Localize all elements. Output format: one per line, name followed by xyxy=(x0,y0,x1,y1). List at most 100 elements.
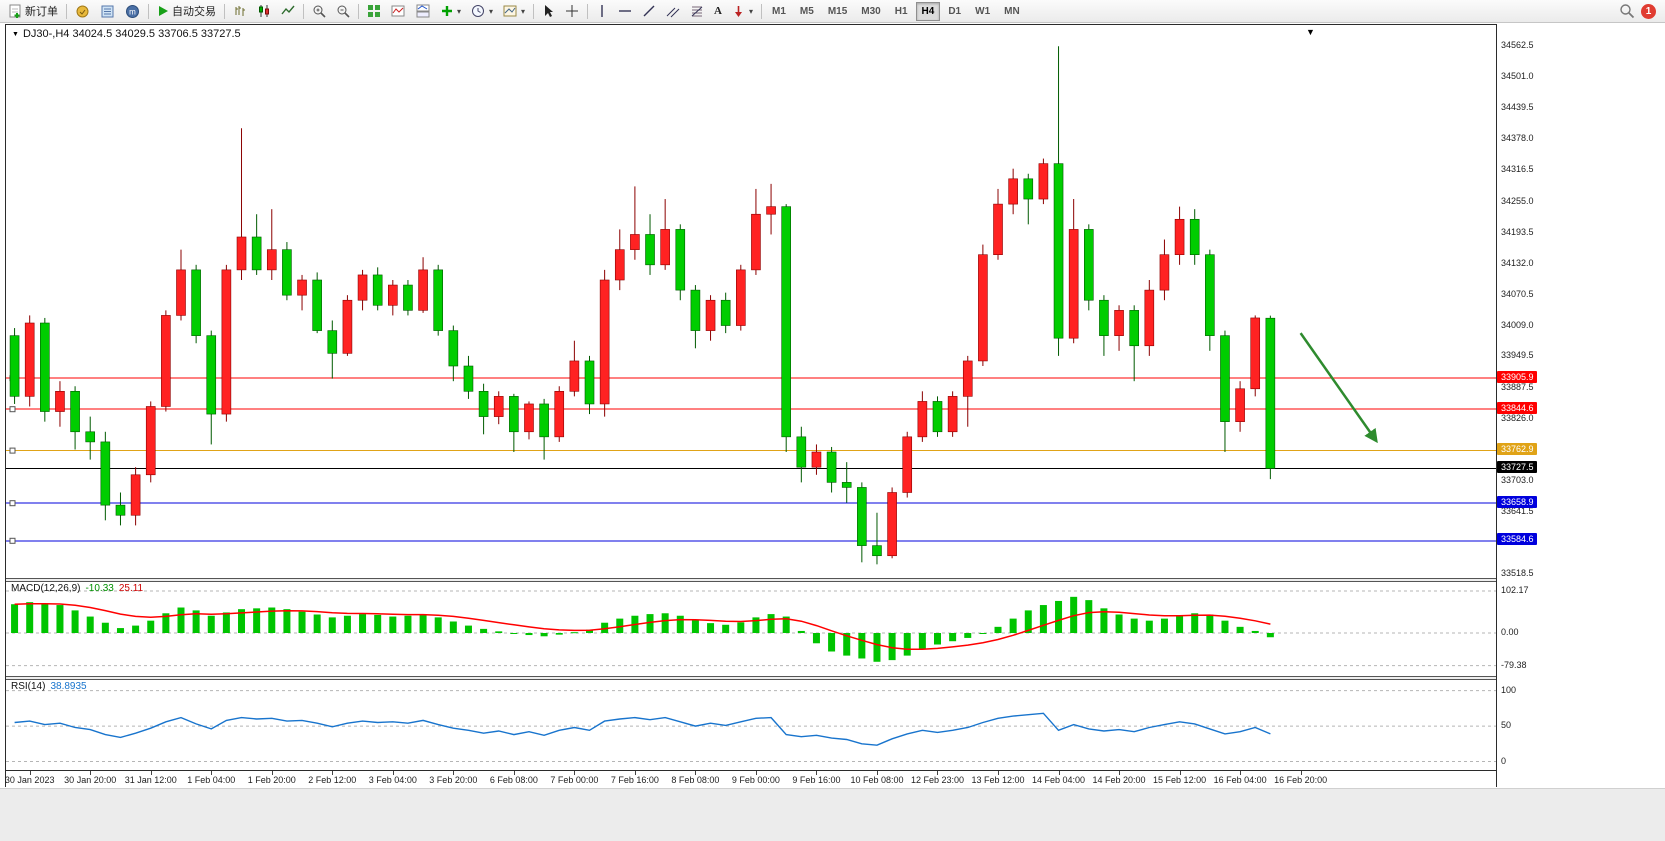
price-axis-label: 34316.5 xyxy=(1501,164,1534,174)
chart-title: ▼ DJ30-,H4 34024.5 34029.5 33706.5 33727… xyxy=(12,28,241,40)
indicator-windows-button[interactable] xyxy=(411,1,436,22)
template-icon xyxy=(503,4,517,18)
candle-body xyxy=(812,452,821,467)
timeframe-d1[interactable]: D1 xyxy=(942,2,967,21)
data-window-button[interactable] xyxy=(95,1,120,22)
candle-body xyxy=(434,270,443,331)
timeframe-mn[interactable]: MN xyxy=(998,2,1026,21)
candle-body xyxy=(827,452,836,482)
chevron-down-icon: ▾ xyxy=(521,7,525,16)
vertical-line-button[interactable] xyxy=(591,1,613,22)
channel-icon xyxy=(666,4,680,18)
arrow-label-icon xyxy=(732,4,745,18)
candlestick-chart-button[interactable] xyxy=(252,1,276,22)
timeframe-m15[interactable]: M15 xyxy=(822,2,853,21)
candle-body xyxy=(570,361,579,391)
trendline-button[interactable] xyxy=(637,1,661,22)
time-axis-label: 13 Feb 12:00 xyxy=(971,775,1024,785)
zoom-out-icon xyxy=(336,4,350,18)
data-window-icon xyxy=(100,4,115,19)
candle-body xyxy=(540,404,549,437)
notification-badge[interactable]: 1 xyxy=(1641,4,1656,19)
timeframe-h1[interactable]: H1 xyxy=(889,2,914,21)
price-axis-label: 33703.0 xyxy=(1501,475,1534,485)
candle-body xyxy=(403,285,412,310)
price-axis-label: 33887.5 xyxy=(1501,382,1534,392)
search-icon[interactable] xyxy=(1619,3,1635,19)
fibonacci-icon xyxy=(690,4,704,18)
timeframe-w1[interactable]: W1 xyxy=(969,2,996,21)
candle-body xyxy=(585,361,594,404)
indicator-windows-icon xyxy=(416,4,431,18)
candle-body xyxy=(1069,229,1078,338)
candle-body xyxy=(298,280,307,295)
new-order-button[interactable]: 新订单 xyxy=(3,1,63,22)
candle-body xyxy=(252,237,261,270)
chart-dropdown-marker-icon[interactable]: ▼ xyxy=(1306,27,1315,37)
price-chart-pane[interactable] xyxy=(6,25,1496,578)
line-handle[interactable] xyxy=(10,407,15,412)
market-watch-button[interactable] xyxy=(70,1,95,22)
zoom-out-button[interactable] xyxy=(331,1,355,22)
text-tool-button[interactable]: A xyxy=(709,1,727,22)
zoom-in-button[interactable] xyxy=(307,1,331,22)
channel-button[interactable] xyxy=(661,1,685,22)
auto-trading-button[interactable]: 自动交易 xyxy=(152,1,221,22)
svg-text:m: m xyxy=(129,7,136,16)
candle-body xyxy=(842,482,851,487)
candle-body xyxy=(1175,219,1184,254)
bar-chart-button[interactable] xyxy=(228,1,252,22)
line-handle[interactable] xyxy=(10,448,15,453)
separator xyxy=(148,4,149,19)
chart-expander-icon[interactable]: ▼ xyxy=(12,31,19,38)
time-axis-label: 7 Feb 16:00 xyxy=(611,775,659,785)
arrows-tool-button[interactable]: ▾ xyxy=(727,1,758,22)
time-axis-label: 8 Feb 08:00 xyxy=(671,775,719,785)
add-indicator-button[interactable]: ▾ xyxy=(436,1,466,22)
candle-body xyxy=(918,401,927,436)
candle-body xyxy=(691,290,700,330)
time-axis-label: 10 Feb 08:00 xyxy=(850,775,903,785)
time-axis-label: 9 Feb 16:00 xyxy=(792,775,840,785)
crosshair-button[interactable] xyxy=(560,1,584,22)
rsi-pane[interactable] xyxy=(6,680,1496,770)
timeframe-m1[interactable]: M1 xyxy=(766,2,792,21)
candle-body xyxy=(282,250,291,296)
separator xyxy=(224,4,225,19)
template-button[interactable]: ▾ xyxy=(498,1,530,22)
rsi-axis-label: 0 xyxy=(1501,756,1506,766)
timeframe-h4[interactable]: H4 xyxy=(916,2,941,21)
timeframe-m30[interactable]: M30 xyxy=(855,2,886,21)
timeframe-m5[interactable]: M5 xyxy=(794,2,820,21)
price-tag-33658.9: 33658.9 xyxy=(1497,496,1537,508)
vertical-line-icon xyxy=(596,4,608,18)
macd-axis-label: -79.38 xyxy=(1501,660,1527,670)
tile-windows-button[interactable] xyxy=(362,1,386,22)
candle-body xyxy=(1009,179,1018,204)
chart-area[interactable]: ▼ DJ30-,H4 34024.5 34029.5 33706.5 33727… xyxy=(5,24,1497,787)
toolbar: 新订单 m 自动交易 xyxy=(0,0,1665,23)
time-axis-label: 3 Feb 04:00 xyxy=(369,775,417,785)
candle-body xyxy=(676,229,685,290)
cursor-button[interactable] xyxy=(537,1,560,22)
time-axis-label: 30 Jan 2023 xyxy=(5,775,55,785)
candle-body xyxy=(646,234,655,264)
macd-pane[interactable] xyxy=(6,582,1496,676)
candle-body xyxy=(464,366,473,391)
fibonacci-button[interactable] xyxy=(685,1,709,22)
metaquotes-button[interactable]: m xyxy=(120,1,145,22)
rsi-label: RSI(14)38.8935 xyxy=(11,681,87,692)
price-axis-label: 34562.5 xyxy=(1501,40,1534,50)
trend-arrow-annotation[interactable] xyxy=(1301,333,1377,441)
horizontal-line-button[interactable] xyxy=(613,1,637,22)
line-handle[interactable] xyxy=(10,538,15,543)
line-chart-button[interactable] xyxy=(276,1,300,22)
line-handle[interactable] xyxy=(10,501,15,506)
candlestick-series xyxy=(10,46,1275,564)
period-button[interactable]: ▾ xyxy=(466,1,498,22)
candle-body xyxy=(509,396,518,431)
indicators-button[interactable] xyxy=(386,1,411,22)
separator xyxy=(761,4,762,19)
